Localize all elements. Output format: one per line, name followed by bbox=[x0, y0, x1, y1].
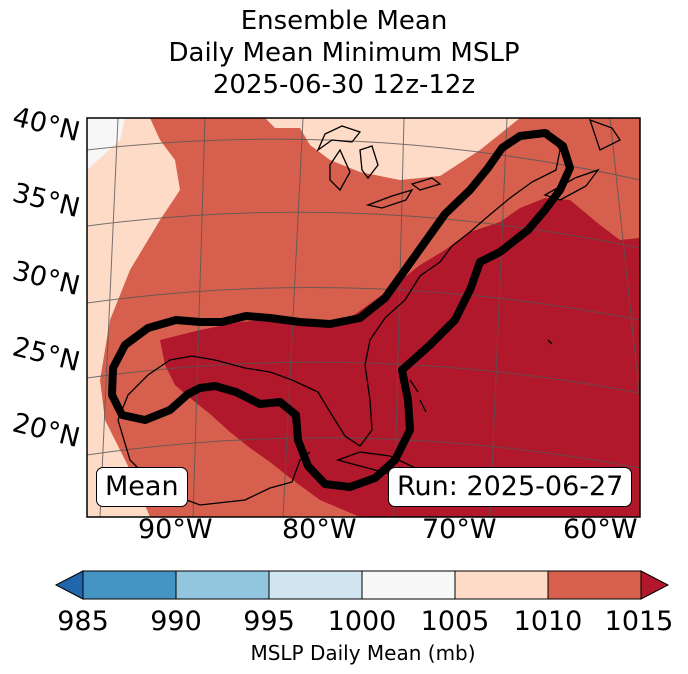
lon-label-70w: 70°W bbox=[422, 514, 497, 545]
lon-label-90w: 90°W bbox=[138, 514, 213, 545]
map-frame bbox=[86, 117, 641, 518]
colorbar-tick-1010: 1010 bbox=[513, 606, 583, 637]
contour-1015 bbox=[108, 129, 574, 491]
colorbar-under bbox=[54, 570, 84, 600]
colorbar-tick-1000: 1000 bbox=[327, 606, 397, 637]
graticule bbox=[87, 118, 640, 517]
colorbar-1010-1015 bbox=[547, 570, 642, 600]
colorbar-title: MSLP Daily Mean (mb) bbox=[250, 641, 476, 665]
field-over-1015 bbox=[160, 198, 640, 517]
colorbar-1000-1005 bbox=[361, 570, 456, 600]
colorbar-1005-1010 bbox=[454, 570, 549, 600]
colorbar-985-990 bbox=[82, 570, 177, 600]
run-date-box: Run: 2025-06-27 bbox=[388, 467, 633, 507]
title-line-3: 2025-06-30 12z-12z bbox=[212, 70, 476, 100]
lon-label-80w: 80°W bbox=[282, 514, 357, 545]
colorbar-tick-985: 985 bbox=[57, 606, 109, 637]
map-area bbox=[87, 118, 640, 517]
coastlines bbox=[117, 118, 621, 506]
title-line-1: Ensemble Mean bbox=[240, 6, 448, 36]
colorbar-tick-1015: 1015 bbox=[604, 606, 674, 637]
lon-label-60w: 60°W bbox=[563, 514, 638, 545]
colorbar-over bbox=[640, 570, 670, 600]
colorbar bbox=[54, 570, 670, 600]
colorbar-tick-990: 990 bbox=[150, 606, 202, 637]
colorbar-995-1000 bbox=[268, 570, 363, 600]
title-line-2: Daily Mean Minimum MSLP bbox=[168, 38, 520, 68]
colorbar-tick-995: 995 bbox=[243, 606, 295, 637]
mean-label-box: Mean bbox=[96, 467, 188, 507]
colorbar-990-995 bbox=[175, 570, 270, 600]
colorbar-tick-1005: 1005 bbox=[420, 606, 490, 637]
